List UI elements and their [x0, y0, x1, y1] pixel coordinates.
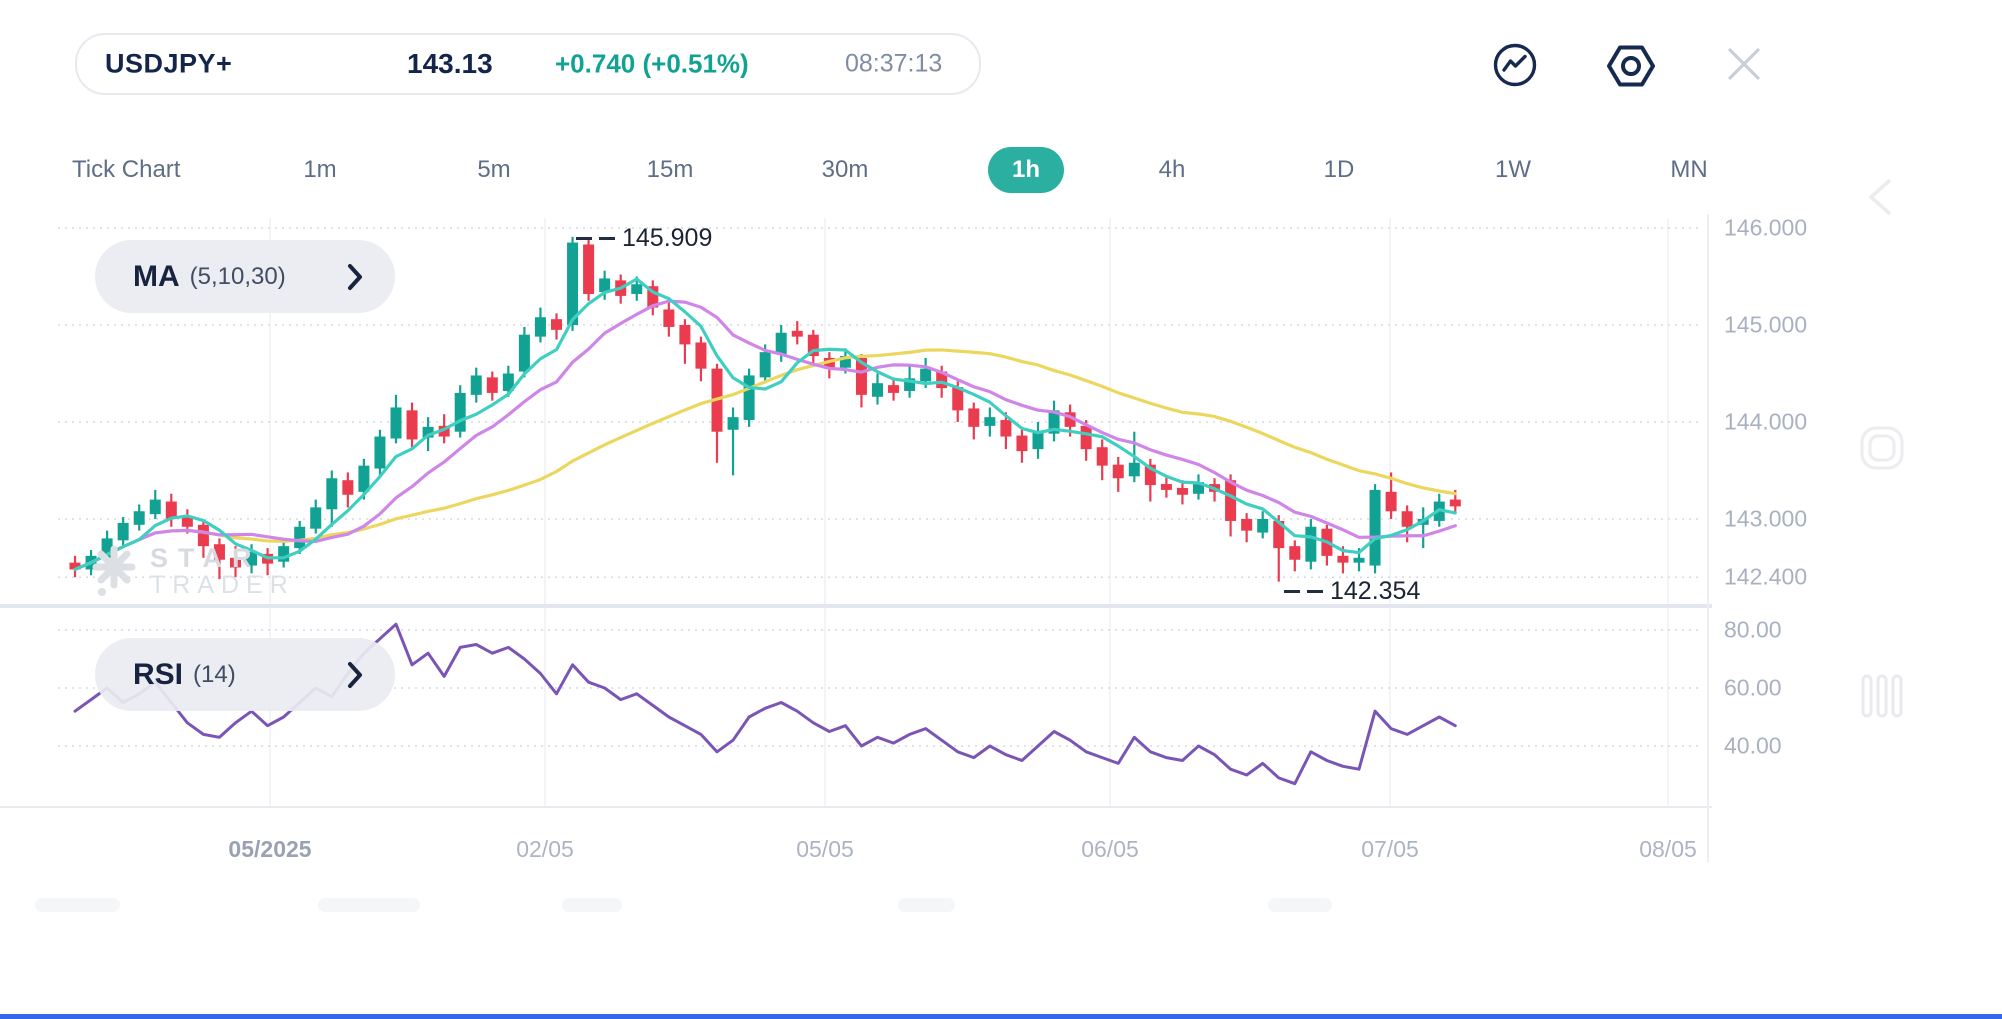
chevron-right-icon	[348, 661, 362, 688]
price-change: +0.740 (+0.51%)	[555, 48, 749, 79]
time-axis-label: 05/2025	[228, 836, 312, 862]
rsi-indicator-params: (14)	[193, 660, 236, 688]
ma-indicator-params: (5,10,30)	[189, 262, 286, 290]
last-price: 143.13	[407, 48, 493, 79]
time-axis-label: 02/05	[516, 836, 574, 862]
high-price-annotation: 145.909	[576, 224, 712, 253]
skeleton-item	[898, 898, 955, 912]
skeleton-item	[562, 898, 622, 912]
ma-indicator-button[interactable]: MA (5,10,30)	[95, 240, 395, 313]
timeframe-tab-4h[interactable]: 4h	[1158, 156, 1186, 183]
price-axis-label: 146.000	[1724, 214, 1808, 241]
watermark-line2: TRADER	[150, 571, 295, 600]
time-axis-label: 05/05	[796, 836, 854, 862]
time-axis-label: 06/05	[1081, 836, 1139, 862]
low-price-annotation: 142.354	[1284, 577, 1420, 606]
symbol-name: USDJPY+	[105, 48, 233, 79]
chevron-right-icon	[348, 263, 362, 290]
price-axis-label: 145.000	[1724, 311, 1808, 338]
timeframe-tab-1w[interactable]: 1W	[1495, 156, 1531, 183]
price-axis-label: 142.400	[1724, 563, 1808, 590]
volume-bars-tool-icon[interactable]	[1858, 672, 1906, 720]
server-time: 08:37:13	[845, 49, 943, 78]
symbol-info-pill[interactable]: USDJPY+ 143.13 +0.740 (+0.51%) 08:37:13	[75, 33, 981, 95]
high-price-value: 145.909	[622, 224, 713, 252]
skeleton-item	[1268, 898, 1332, 912]
star-logo-icon	[92, 545, 136, 597]
settings-nut-icon[interactable]	[1606, 42, 1656, 90]
chart-pulse-icon[interactable]	[1492, 42, 1538, 88]
rsi-axis-label: 80.00	[1724, 616, 1782, 643]
rsi-indicator-button[interactable]: RSI (14)	[95, 638, 395, 711]
timeframe-tab-30m[interactable]: 30m	[821, 156, 869, 183]
time-axis-label: 07/05	[1361, 836, 1419, 862]
price-axis-label: 144.000	[1724, 408, 1808, 435]
timeframe-tab-5m[interactable]: 5m	[477, 156, 511, 183]
close-icon[interactable]	[1722, 42, 1766, 86]
rsi-indicator-name: RSI	[133, 657, 184, 691]
collapse-panel-chevron-icon[interactable]	[1858, 176, 1902, 220]
rsi-axis-label: 40.00	[1724, 732, 1782, 759]
watermark: STAR TRADER	[90, 544, 295, 599]
squircle-tool-icon[interactable]	[1858, 424, 1906, 472]
timeframe-tab-mn[interactable]: MN	[1670, 156, 1708, 183]
time-axis-label: 08/05	[1639, 836, 1697, 862]
timeframe-tab-15m[interactable]: 15m	[646, 156, 694, 183]
timeframe-tab-1h[interactable]: 1h	[987, 147, 1065, 193]
watermark-line1: STAR	[150, 543, 262, 573]
skeleton-item	[35, 898, 120, 912]
timeframe-tab-tick-chart[interactable]: Tick Chart	[72, 156, 181, 183]
low-price-value: 142.354	[1330, 577, 1421, 605]
timeframe-tab-1m[interactable]: 1m	[303, 156, 337, 183]
price-axis-label: 143.000	[1724, 505, 1808, 532]
timeframe-tabs: Tick Chart 1m 5m 15m 30m 1h 4h 1D 1W MN	[0, 140, 2002, 200]
timeframe-tab-1d[interactable]: 1D	[1323, 156, 1355, 183]
rsi-axis-label: 60.00	[1724, 674, 1782, 701]
skeleton-item	[318, 898, 420, 912]
ma-indicator-name: MA	[133, 259, 180, 293]
bottom-edge-bar	[0, 1014, 2002, 1019]
